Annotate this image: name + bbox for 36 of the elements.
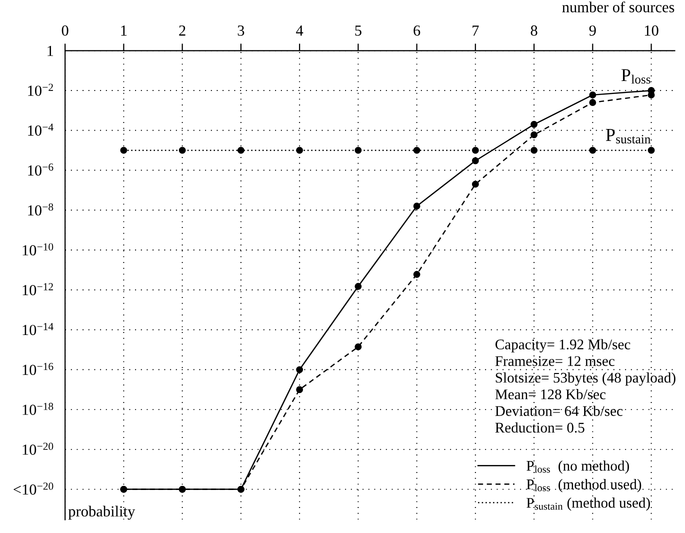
legend-label: P$_{loss}$ (no method) [526,460,629,474]
y-tick-label: 10$^{−16}$ [22,362,54,376]
y-tick-label: 10$^{−14}$ [22,323,54,336]
annotation: Framesize= 12 msec [495,356,614,366]
y-tick-label: <10$^{−20}$ [14,482,54,495]
y-tick-label: 10$^{−18}$ [22,402,54,415]
y-tick-label: 10$^{−6}$ [28,164,54,176]
annotation: Reduction= 0.5 [495,422,584,433]
annotation: Slotsize= 53bytes (48 payload) [496,372,676,386]
x-tick-label: 4 [296,26,304,36]
x-tick-label: 9 [589,25,596,36]
x-tick-label: 7 [472,26,479,36]
x-tick-label: 8 [530,25,538,36]
annotation: P$_{sustain}$ [606,129,651,144]
x-tick-label: 1 [121,25,127,36]
legend-label: P$_{sustain}$ (method used) [526,498,650,511]
legend-label: P$_{loss}$ (method used) [526,478,642,492]
y-axis-title: probability [68,506,136,520]
x-axis-title: number of sources [562,1,674,12]
y-tick-label: 10$^{−12}$ [22,283,53,296]
annotation: Capacity= 1.92 Mb/sec [495,339,630,352]
x-tick-label: 6 [414,25,420,36]
y-tick-label: 10$^{−8}$ [28,203,54,216]
y-tick-label: 10$^{−10}$ [22,243,54,256]
x-tick-label: 2 [179,25,186,36]
x-tick-label: 0 [62,25,68,36]
y-tick-label: 10$^{−20}$ [22,442,54,455]
x-tick-label: 5 [355,26,362,36]
annotation: Mean= 128 Kb/sec [495,389,606,400]
y-tick-label: 10$^{−2}$ [28,84,53,96]
annotation: Deviation= 64 Kb/sec [495,406,623,416]
annotation: P$_{loss}$ [621,69,650,84]
y-tick-label: 1 [48,46,54,56]
y-tick-label: 10$^{−4}$ [28,124,54,136]
x-tick-label: 10 [644,25,658,36]
x-tick-label: 3 [238,25,244,36]
